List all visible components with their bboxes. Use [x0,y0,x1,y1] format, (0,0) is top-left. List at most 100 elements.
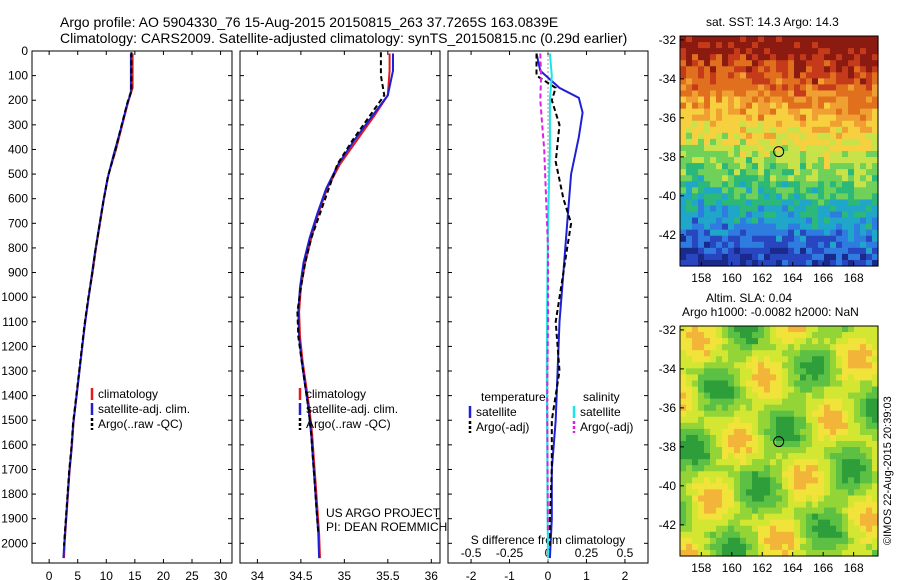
map-cell [842,247,849,255]
map-cell [692,495,699,503]
map-cell [764,453,771,460]
y-tick-label: 100 [8,69,28,83]
map-cell [740,519,747,527]
map-cell [812,126,819,134]
map-cell [698,78,705,86]
map-cell [728,501,735,509]
map-cell [794,549,801,557]
map-cell [818,416,825,424]
map-cell [788,471,795,478]
map-cell [764,229,771,237]
map-cell [710,477,717,484]
map-cell [818,78,825,86]
map-cell [746,126,753,134]
y-tick-label: 1600 [1,438,28,452]
map-cell [752,102,759,110]
x-tick-label: 36 [425,569,439,580]
map-cell [872,525,879,533]
map-cell [800,356,807,363]
map-cell [728,181,735,188]
map-cell [758,48,765,55]
map-cell [704,398,711,406]
map-cell [854,54,861,61]
map-cell [788,96,795,104]
map-cell [752,477,759,484]
map-cell [860,42,867,49]
map-cell [854,247,861,255]
map-cell [764,211,771,219]
map-cell [830,241,837,249]
map-cell [806,368,813,376]
map-cell [872,392,879,400]
map-cell [836,199,843,207]
map-cell [728,108,735,116]
map-cell [710,42,717,49]
map-cell [686,211,693,219]
map-cell [782,513,789,521]
map-cell [866,386,873,394]
map-cell [770,96,777,104]
map-cell [812,235,819,243]
map-cell [806,253,813,261]
map-cell [776,374,783,382]
map-cell [848,507,855,515]
map-cell [794,537,801,545]
plot-frame-1 [31,50,233,564]
map-cell [836,114,843,122]
map-cell [692,157,699,164]
map-cell [776,163,783,170]
map-cell [728,495,735,503]
map-cell [818,144,825,152]
map-cell [818,175,825,182]
map-cell [818,447,825,454]
map-cell [770,477,777,484]
map-cell [860,410,867,418]
map-cell [764,193,771,201]
map-cell [728,392,735,400]
map-cell [722,368,729,376]
map-cell [794,90,801,98]
map-cell [860,362,867,369]
map-cell [758,223,765,231]
map-cell [800,42,807,49]
map-cell [866,90,873,98]
map-cell [728,398,735,406]
map-cell [704,410,711,418]
map-cell [776,531,783,539]
map-cell [710,531,717,539]
map-cell [776,465,783,472]
map-cell [872,193,879,201]
map-cell [830,66,837,73]
map-cell [710,441,717,448]
map-cell [848,96,855,104]
map-cell [746,465,753,472]
map-cell [854,326,861,333]
map-cell [872,157,879,164]
map-cell [794,326,801,333]
map-cell [752,410,759,418]
map-cell [788,193,795,201]
map-cell [794,447,801,454]
map-cell [836,441,843,448]
map-cell [812,42,819,49]
map-cell [746,78,753,86]
map-cell [764,84,771,92]
map-x-tick-label: 164 [783,271,803,285]
map-cell [686,477,693,484]
map-cell [800,247,807,255]
map-cell [818,459,825,466]
map-cell [740,72,747,79]
map-cell [848,193,855,201]
map-cell [692,132,699,140]
map-y-tick-label: -42 [659,518,677,532]
map-cell [734,483,741,491]
map-cell [782,205,789,213]
map-cell [680,235,687,243]
map-cell [734,374,741,382]
map-cell [776,350,783,357]
map-cell [716,42,723,49]
map-cell [728,428,735,436]
map-cell [782,344,789,351]
map-cell [794,78,801,86]
map-cell [824,247,831,255]
